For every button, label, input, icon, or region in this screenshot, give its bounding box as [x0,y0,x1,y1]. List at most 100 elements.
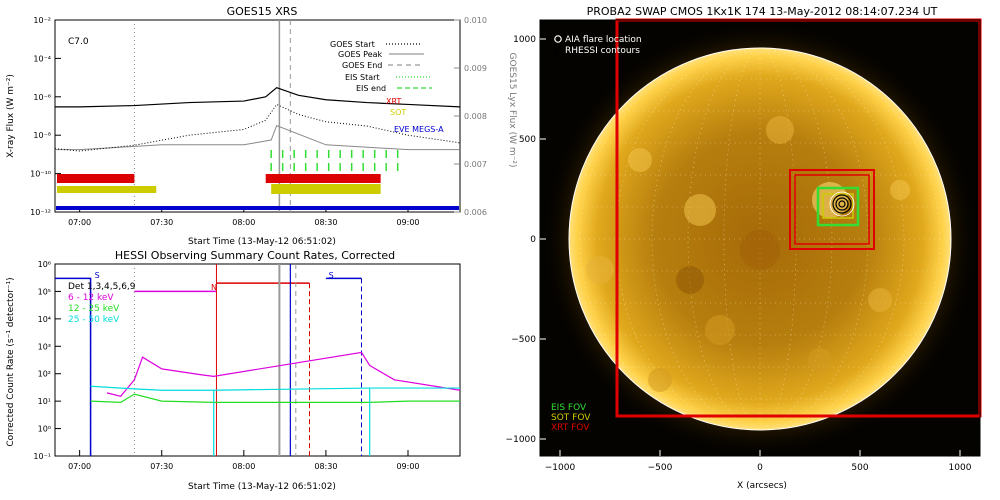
hessi-marker-label: S [329,271,334,280]
swap-ytick-label: −1000 [506,435,537,445]
bright-region [628,148,652,172]
goes-xtick-label: 07:30 [150,218,173,227]
goes-legend-label: EIS Start [345,73,380,82]
hessi-ytick-label: 10⁻¹ [33,452,51,461]
hessi-plot-frame [54,263,461,457]
hessi-panel: HESSI Observing Summary Count Rates, Cor… [6,249,461,492]
xrt-fov-small [789,169,875,250]
swap-fov-legend-label: XRT FOV [551,423,590,433]
goes-ytick-label: 10⁻² [33,16,51,25]
solar-texture [586,116,910,392]
goes-ytick-label: 10⁻¹⁰ [30,170,51,179]
swap-ytick-label: 1000 [513,35,536,45]
hessi-series-2 [90,385,460,391]
hessi-series-0 [106,351,461,397]
goes-ytick-label: 10⁻⁸ [33,131,51,140]
hessi-xlabel: Start Time (13-May-12 06:51:02) [188,482,336,492]
swap-ytick-label: 0 [530,235,536,245]
goes-y2tick-label: 0.008 [464,112,487,121]
hessi-xtick-label: 08:00 [232,462,255,471]
goes-legend-label: EVE MEGS-A [394,125,444,134]
hessi-ytick-label: 10⁰ [38,425,51,434]
goes-lyx-series [55,124,460,151]
goes-y2label: GOES15 Lyx Flux (W m⁻²) [507,53,517,168]
hessi-legend-label: 12 - 25 keV [68,304,120,314]
hessi-ytick-label: 10⁴ [38,315,51,324]
rhessi-contours [829,191,855,217]
bright-region [676,266,704,294]
goes-y2tick-label: 0.009 [464,64,487,73]
longitude-line [759,47,941,431]
swap-ytick-label: 500 [519,135,536,145]
hessi-ylabel: Corrected Count Rate (s⁻¹ detector⁻¹) [6,277,16,446]
hessi-marker-label: N [211,283,217,292]
goes-ylabel: X-ray Flux (W m⁻²) [6,74,16,158]
goes-ytick-label: 10⁻¹² [30,208,51,217]
goes-xtick-label: 09:00 [396,218,419,227]
swap-xtick-label: −1000 [545,463,576,473]
goes-ytick-label: 10⁻⁶ [33,93,51,102]
hessi-xtick-label: 07:00 [68,462,91,471]
swap-xtick-label: 1000 [949,463,972,473]
goes-panel: GOES15 XRS C7.0 X-ray Flux (W m⁻²) GOES1… [6,5,517,247]
hessi-legend-label: 6 - 12 keV [68,293,114,303]
hessi-xtick-label: 08:30 [314,462,337,471]
swap-xtick-label: 0 [757,463,763,473]
longitude-line [579,47,761,431]
bright-region [868,288,892,312]
goes-xtick-label: 07:00 [68,218,91,227]
longitude-line [759,47,797,431]
xrt-fov-small-inner [794,174,870,245]
goes-long-series [55,86,461,108]
hessi-xtick-label: 07:30 [150,462,173,471]
bright-region [890,180,910,200]
bright-region [766,116,794,144]
bright-region [808,348,832,372]
xrt-coverage-bar [265,174,381,183]
sot-coverage-bar [57,186,157,193]
circle-marker-icon [554,35,562,43]
goes-ytick-label: 10⁻⁴ [33,54,51,63]
goes-xlabel: Start Time (13-May-12 06:51:02) [188,237,336,247]
hessi-ytick-label: 10² [38,370,51,379]
hessi-legend-label: 25 - 50 keV [68,315,120,325]
hessi-title: HESSI Observing Summary Count Rates, Cor… [115,249,395,262]
goes-y2tick-label: 0.007 [464,160,487,169]
bright-region [586,256,614,284]
hessi-ytick-label: 10¹ [38,397,51,406]
sot-coverage-bar [271,184,381,194]
hessi-xtick-label: 09:00 [396,462,419,471]
hessi-ytick-label: 10⁶ [38,260,51,269]
goes-xtick-label: 08:30 [314,218,337,227]
swap-ytick-label: −500 [511,335,536,345]
swap-title: PROBA2 SWAP CMOS 1Kx1K 174 13-May-2012 0… [587,5,938,18]
xrt-coverage-bar [57,174,135,183]
eve-megs-bar [56,206,459,210]
swap-fov-legend-label: SOT FOV [551,413,591,423]
goes-legend-label: GOES Start [330,40,375,49]
sot-fov [822,193,854,219]
swap-legend-label: RHESSI contours [565,46,640,56]
swap-xlabel: X (arcsecs) [737,481,787,491]
goes-legend-label: GOES Peak [338,50,383,59]
hessi-legend-label: Det 1,3,4,5,6,9 [68,282,136,292]
goes-y2tick-label: 0.006 [464,208,487,217]
swap-xtick-label: 500 [851,463,868,473]
hessi-marker-label: S [95,271,100,280]
goes-title: GOES15 XRS [227,5,298,18]
swap-legend-label: AIA flare location [565,35,642,45]
bright-region [648,368,672,392]
swap-xtick-label: −500 [648,463,673,473]
goes-legend-label: GOES End [342,61,382,70]
hessi-series-1 [90,393,460,404]
circle-marker-icon [554,46,562,54]
swap-fov-legend-label: EIS FOV [551,403,587,413]
goes-y2tick-label: 0.010 [464,16,487,25]
hessi-ytick-label: 10³ [38,342,51,351]
hessi-ytick-label: 10⁵ [38,287,51,296]
eis-fov [816,186,860,227]
bright-region [684,194,716,226]
swap-panel: PROBA2 SWAP CMOS 1Kx1K 174 13-May-2012 0… [506,5,982,491]
goes-xtick-label: 08:00 [232,218,255,227]
longitude-line [723,47,761,431]
